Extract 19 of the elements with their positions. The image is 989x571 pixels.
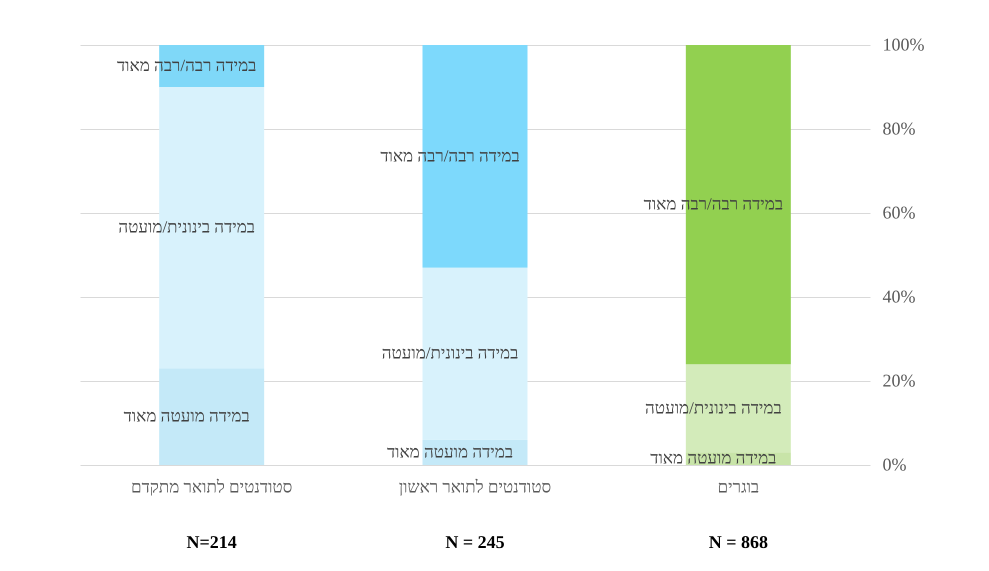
text: במידה מועטה מאוד bbox=[124, 406, 250, 426]
text: במידה בינונית/מועטה bbox=[645, 398, 782, 418]
x-tick-label: סטודנטים לתואר ראשון bbox=[398, 478, 552, 496]
y-tick-label: 0% bbox=[882, 454, 906, 474]
text: N = 245 bbox=[445, 532, 505, 552]
series-label: במידה בינונית/מועטה bbox=[382, 344, 518, 363]
y-tick-label: 100% bbox=[882, 34, 924, 54]
y-tick-label: 20% bbox=[882, 370, 916, 390]
y-tick-label: 40% bbox=[882, 286, 916, 306]
y-tick-label: 60% bbox=[882, 202, 916, 222]
bar bbox=[159, 368, 264, 465]
y-tick-label: 80% bbox=[882, 118, 916, 138]
series-label: במידה מועטה מאוד bbox=[386, 442, 514, 462]
text: במידה בינונית/מועטה bbox=[118, 218, 255, 237]
x-tick-label: בוגרים bbox=[718, 478, 760, 496]
text: במידה מועטה מאוד bbox=[650, 448, 776, 468]
text: N = 868 bbox=[708, 532, 768, 552]
x-tick-label: סטודנטים לתואר מתקדם bbox=[130, 478, 292, 496]
text: N=214 bbox=[186, 532, 237, 552]
